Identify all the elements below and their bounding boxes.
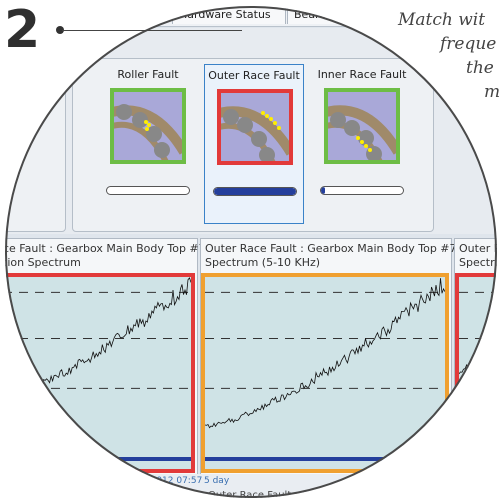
fault-level-bar-inner-race — [320, 186, 404, 195]
caption-line-2: freque — [440, 34, 497, 54]
bottom-strip — [5, 474, 497, 498]
spectrum-plot-center-baseline-bar — [205, 457, 445, 461]
inner-race-fault-bearing-icon — [324, 88, 400, 164]
spectrum-plot-left[interactable] — [5, 273, 195, 473]
caption-line-1: Match wit — [398, 10, 486, 30]
chart-panel-left: ce Fault : Gearbox Main Body Top #7 : tio… — [5, 238, 213, 476]
fault-level-bar-roller — [106, 186, 190, 195]
fault-card-roller[interactable]: Roller Fault — [98, 64, 198, 224]
fault-level-bar-outer-race — [213, 187, 297, 196]
fault-card-outer-race[interactable]: Outer Race Fault — [204, 64, 304, 224]
spectrum-plot-right[interactable] — [455, 273, 497, 473]
tab-hardware-status[interactable]: Hardware Status — [172, 6, 286, 24]
spectrum-plot-right-baseline-bar — [459, 457, 497, 461]
fault-label-outer-race: Outer Race Fault — [208, 69, 300, 82]
pointer-line — [62, 30, 242, 31]
fault-label-inner-race: Inner Race Fault — [317, 68, 407, 81]
spectrum-plot-left-trace — [5, 277, 191, 399]
tab-bearing[interactable]: Bearin — [287, 6, 367, 24]
left-panel-text: U — [41, 91, 50, 104]
spectrum-plot-right-trace — [459, 283, 497, 375]
fault-card-inner-race[interactable]: Inner Race Fault — [312, 64, 412, 224]
chart-title-left: ce Fault : Gearbox Main Body Top #7 : tio… — [3, 242, 213, 269]
fault-level-fill-inner-race — [321, 187, 326, 194]
left-panel: U — [5, 58, 66, 232]
chart-footer-center: 5 day — [204, 476, 230, 486]
spectrum-plot-center-svg — [205, 278, 445, 461]
chart-footer-left: 4 2012 07:57 — [142, 476, 203, 486]
fault-level-fill-outer-race — [214, 188, 296, 195]
roller-fault-bearing-icon — [110, 88, 186, 164]
chart-panel-right: Outer RaSpectru — [454, 238, 502, 476]
caption-line-4: m — [484, 82, 501, 102]
next-chart-title: Outer Race Fault : G — [208, 490, 309, 501]
spectrum-plot-left-svg — [5, 277, 191, 461]
fault-label-roller: Roller Fault — [117, 68, 179, 81]
spectrum-plot-left-baseline-bar — [5, 457, 191, 461]
chart-title-right: Outer RaSpectru — [459, 242, 502, 269]
caption-line-3: the — [466, 58, 494, 78]
chart-title-center: Outer Race Fault : Gearbox Main Body Top… — [205, 242, 489, 269]
spectrum-plot-center[interactable] — [201, 273, 449, 473]
pointer-dot — [56, 26, 64, 34]
outer-race-fault-bearing-icon — [217, 89, 293, 165]
step-number: 2 — [4, 0, 41, 60]
spectrum-plot-center-trace — [205, 278, 445, 429]
chart-panel-center: Outer Race Fault : Gearbox Main Body Top… — [200, 238, 489, 476]
spectrum-plot-right-svg — [459, 283, 497, 461]
